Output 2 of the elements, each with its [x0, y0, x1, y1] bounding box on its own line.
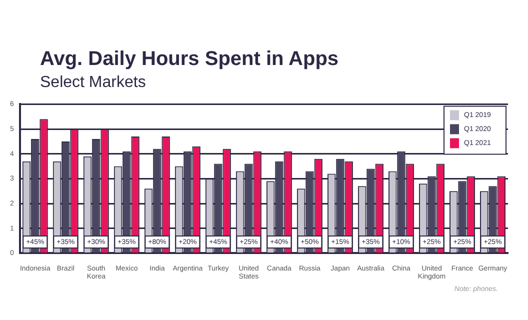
chart-subtitle: Select Markets — [40, 74, 146, 92]
chart-title: Avg. Daily Hours Spent in Apps — [40, 48, 339, 71]
